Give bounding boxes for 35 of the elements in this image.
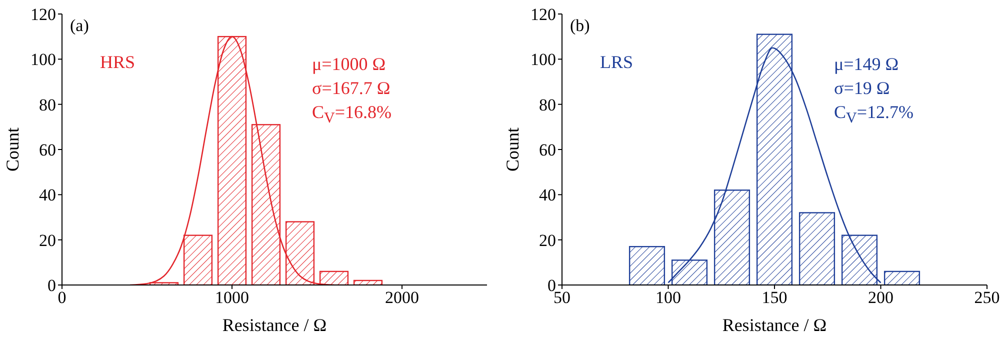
y-tick-label: 80 bbox=[539, 95, 556, 114]
annotation: (a) bbox=[70, 16, 89, 36]
annotation: σ=19 Ω bbox=[834, 77, 891, 100]
x-tick-label: 50 bbox=[554, 288, 570, 308]
y-tick-label: 100 bbox=[30, 50, 56, 70]
y-tick-label: 20 bbox=[39, 230, 56, 250]
x-tick-label: 150 bbox=[762, 288, 788, 308]
annotation: C$_{V}$=12.7% bbox=[834, 101, 914, 129]
annotation: LRS bbox=[600, 52, 634, 73]
y-tick-label: 40 bbox=[539, 186, 556, 205]
x-tick-label: 1000 bbox=[215, 288, 249, 308]
annotation: (b) bbox=[570, 16, 590, 36]
y-tick-label: 0 bbox=[48, 276, 56, 296]
y-tick-label: 120 bbox=[530, 5, 556, 24]
y-tick-label: 40 bbox=[39, 186, 56, 205]
x-axis-title: Resistance / Ω bbox=[222, 315, 327, 335]
x-tick-label: 250 bbox=[974, 288, 1000, 308]
y-tick-label: 80 bbox=[39, 95, 56, 114]
annotation: C$_{V}$=16.8% bbox=[312, 101, 392, 129]
annotation: μ=149 Ω bbox=[834, 53, 900, 76]
y-tick-label: 60 bbox=[39, 140, 56, 160]
x-tick-label: 100 bbox=[656, 288, 681, 308]
y-tick-label: 0 bbox=[548, 276, 556, 296]
y-tick-label: 60 bbox=[539, 140, 556, 160]
annotation: σ=167.7 Ω bbox=[312, 77, 392, 100]
annotation: HRS bbox=[100, 52, 136, 73]
y-tick-label: 120 bbox=[30, 5, 56, 24]
y-tick-label: 100 bbox=[530, 50, 556, 70]
x-tick-label: 2000 bbox=[385, 288, 419, 308]
y-axis-title: Count bbox=[2, 127, 22, 172]
y-tick-label: 20 bbox=[539, 230, 556, 250]
x-axis-title: Resistance / Ω bbox=[722, 315, 827, 335]
annotation: μ=1000 Ω bbox=[312, 53, 387, 76]
x-tick-label: 200 bbox=[868, 288, 894, 308]
y-axis-title: Count bbox=[502, 127, 522, 172]
